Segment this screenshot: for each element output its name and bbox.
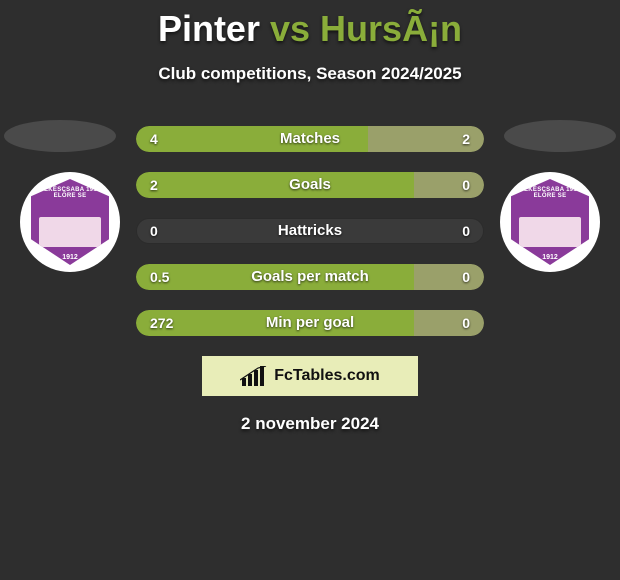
- stat-label: Min per goal: [136, 310, 484, 336]
- title-player1: Pinter: [158, 8, 260, 49]
- stat-value-left: 2: [150, 172, 158, 198]
- stat-row: Goals2 0: [136, 172, 484, 198]
- stat-value-right: 2: [462, 126, 470, 152]
- stat-label: Goals: [136, 172, 484, 198]
- player2-head-ellipse: [504, 120, 616, 152]
- subtitle: Club competitions, Season 2024/2025: [0, 64, 620, 84]
- stat-row: Goals per match0.5 0: [136, 264, 484, 290]
- stat-label: Matches: [136, 126, 484, 152]
- title-player2: HursÃ¡n: [320, 8, 462, 49]
- stat-row: Matches4 2: [136, 126, 484, 152]
- brand-text: FcTables.com: [274, 367, 380, 385]
- stat-row: Hattricks0 0: [136, 218, 484, 244]
- stat-value-left: 272: [150, 310, 173, 336]
- stat-value-right: 0: [462, 264, 470, 290]
- brand-chart-icon: [240, 366, 268, 386]
- stat-value-left: 4: [150, 126, 158, 152]
- page-title: Pinter vs HursÃ¡n: [0, 0, 620, 50]
- crest-top-text: BÉKÉSCSABA 1912 ELŐRE SE: [511, 187, 589, 199]
- stat-value-right: 0: [462, 172, 470, 198]
- stat-value-right: 0: [462, 218, 470, 244]
- stat-bars: Matches42Goals20Hattricks00Goals per mat…: [136, 120, 484, 336]
- player2-club-crest: BÉKÉSCSABA 1912 ELŐRE SE 1912: [500, 172, 600, 272]
- stat-label: Hattricks: [136, 218, 484, 244]
- stat-label: Goals per match: [136, 264, 484, 290]
- player1-head-ellipse: [4, 120, 116, 152]
- crest-year: 1912: [31, 254, 109, 261]
- comparison-stage: BÉKÉSCSABA 1912 ELŐRE SE 1912 BÉKÉSCSABA…: [0, 120, 620, 434]
- brand-box: FcTables.com: [202, 356, 418, 396]
- stat-row: Min per goal272 0: [136, 310, 484, 336]
- crest-year: 1912: [511, 254, 589, 261]
- date: 2 november 2024: [0, 414, 620, 434]
- player1-club-crest: BÉKÉSCSABA 1912 ELŐRE SE 1912: [20, 172, 120, 272]
- stat-value-left: 0.5: [150, 264, 169, 290]
- stat-value-right: 0: [462, 310, 470, 336]
- stat-value-left: 0: [150, 218, 158, 244]
- title-vs: vs: [270, 8, 310, 49]
- crest-top-text: BÉKÉSCSABA 1912 ELŐRE SE: [31, 187, 109, 199]
